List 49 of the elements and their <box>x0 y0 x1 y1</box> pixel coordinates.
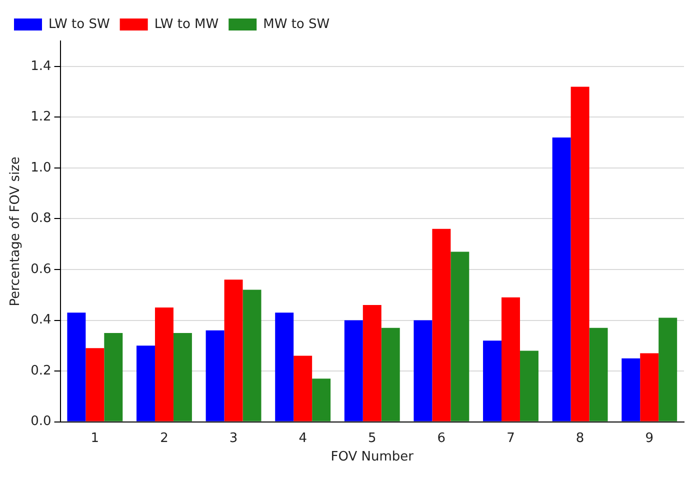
bar <box>275 312 294 422</box>
y-tick-label: 0.4 <box>30 312 52 328</box>
y-tick-label: 0.6 <box>30 262 52 277</box>
x-tick-label: 9 <box>645 430 654 446</box>
bar <box>502 297 520 422</box>
bar <box>104 332 123 422</box>
y-tick-label: 0.8 <box>30 211 52 226</box>
bar <box>294 356 312 422</box>
y-tick-label: 1.2 <box>30 110 52 125</box>
bar <box>432 228 451 422</box>
bar <box>570 86 590 422</box>
y-tick-label: 0.2 <box>30 363 52 378</box>
bar <box>344 320 363 422</box>
x-tick-label: 2 <box>160 430 168 446</box>
bar <box>242 290 262 422</box>
x-tick-label: 6 <box>437 430 446 446</box>
x-axis-title: FOV Number <box>330 450 414 465</box>
legend-label: LW to MW <box>154 16 219 32</box>
bar <box>658 318 678 422</box>
bar <box>589 328 608 422</box>
bar <box>136 346 155 422</box>
bar <box>381 328 400 422</box>
bar <box>640 353 659 422</box>
x-tick-label: 4 <box>298 430 307 446</box>
bar <box>414 320 432 422</box>
bar <box>86 348 104 422</box>
y-tick-label: 0.0 <box>30 414 52 430</box>
y-axis-title: Percentage of FOV size <box>8 156 24 306</box>
y-tick-label: 1.4 <box>30 58 52 74</box>
legend-label: LW to SW <box>48 16 110 32</box>
x-tick-label: 8 <box>576 430 584 446</box>
bar <box>67 312 86 422</box>
x-tick-label: 3 <box>229 430 238 446</box>
bar <box>552 137 571 422</box>
y-tick-label: 1.0 <box>30 160 52 176</box>
x-tick-label: 1 <box>90 430 100 446</box>
bar <box>483 340 502 422</box>
x-tick-label: 7 <box>506 430 515 446</box>
x-tick-label: 5 <box>368 430 376 446</box>
bar <box>224 280 243 422</box>
bar <box>312 378 331 422</box>
bar <box>622 358 640 422</box>
bar <box>206 330 224 422</box>
bar <box>520 350 538 422</box>
bar <box>173 332 192 422</box>
bar <box>362 305 382 422</box>
bar <box>450 252 470 422</box>
bar <box>154 308 174 422</box>
legend-label: MW to SW <box>263 16 330 32</box>
